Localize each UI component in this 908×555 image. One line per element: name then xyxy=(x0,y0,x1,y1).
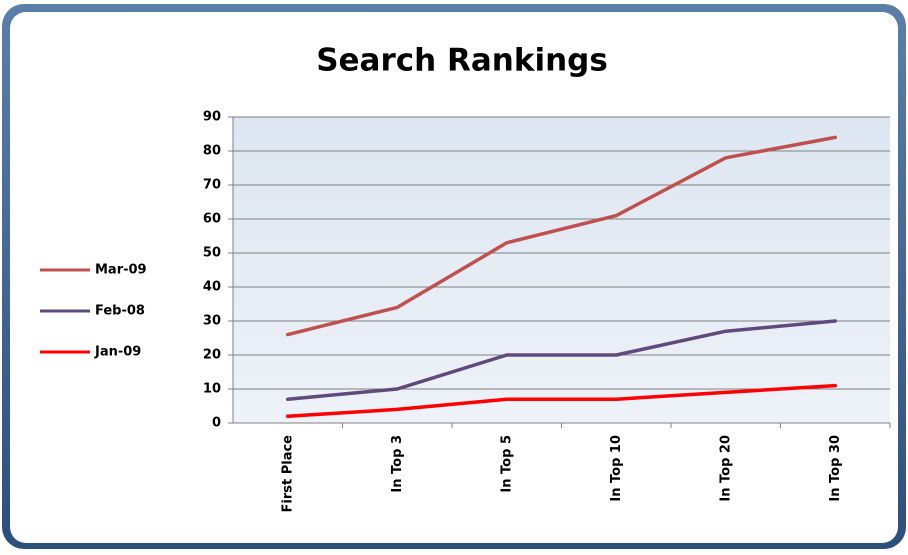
y-tick-label: 50 xyxy=(203,246,221,261)
y-tick-label: 0 xyxy=(212,416,221,431)
y-tick-label: 80 xyxy=(203,144,221,159)
series-line xyxy=(286,319,837,401)
series-line xyxy=(286,135,837,337)
x-tick-label: In Top 5 xyxy=(499,435,514,493)
y-tick-label: 90 xyxy=(203,110,221,125)
x-tick-label: In Top 10 xyxy=(609,435,624,502)
y-tick-label: 40 xyxy=(203,280,221,295)
plot-area xyxy=(233,117,890,423)
y-tick-label: 10 xyxy=(203,382,221,397)
y-tick-label: 20 xyxy=(203,348,221,363)
x-tick-label: In Top 30 xyxy=(828,435,843,502)
series-line xyxy=(286,383,837,418)
x-tick-label: First Place xyxy=(280,435,295,513)
x-tick-label: In Top 20 xyxy=(718,435,733,502)
legend-label: Jan-09 xyxy=(94,345,141,360)
legend-label: Feb-08 xyxy=(95,304,145,319)
legend-label: Mar-09 xyxy=(95,263,147,278)
y-tick-label: 60 xyxy=(203,212,221,227)
y-tick-label: 70 xyxy=(203,178,221,193)
y-tick-label: 30 xyxy=(203,314,221,329)
x-tick-label: In Top 3 xyxy=(390,435,405,493)
chart-title: Search Rankings xyxy=(316,43,608,79)
